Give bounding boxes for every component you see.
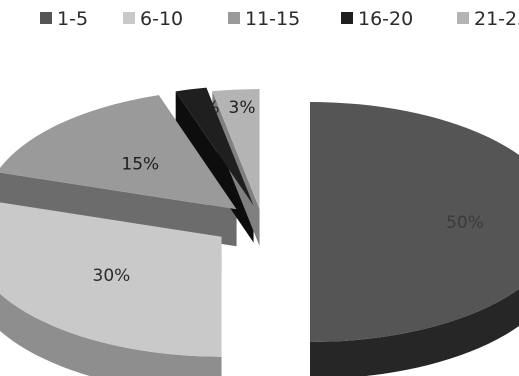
slice-16-20 xyxy=(175,87,254,206)
data-labels: 50% 30% 15% 2% 3% xyxy=(93,98,484,286)
legend-swatch-21-25 xyxy=(457,12,469,24)
slice-6-10 xyxy=(0,202,222,357)
legend-label-1-5: 1-5 xyxy=(57,8,88,30)
legend-label-21-25: 21-25 xyxy=(474,8,519,30)
legend-swatch-1-5 xyxy=(40,12,52,24)
data-label-1-5: 50% xyxy=(446,213,484,233)
legend-swatch-16-20 xyxy=(341,12,353,24)
slice-wall-1-5 xyxy=(310,288,519,376)
legend-swatch-6-10 xyxy=(123,12,135,24)
data-label-11-15: 15% xyxy=(121,154,159,174)
slice-cut-11-15-0 xyxy=(0,172,237,247)
data-label-21-25: 3% xyxy=(229,98,256,118)
data-label-16-20: 2% xyxy=(193,98,220,118)
slice-cut-16-20-0 xyxy=(175,91,254,243)
legend-label-6-10: 6-10 xyxy=(140,8,183,30)
slice-11-15 xyxy=(0,95,237,210)
slice-1-5 xyxy=(310,102,519,342)
legend-label-11-15: 11-15 xyxy=(245,8,300,30)
chart-legend: 1-5 6-10 11-15 16-20 21-25 xyxy=(40,8,519,30)
data-label-6-10: 30% xyxy=(93,266,131,286)
pie-slices xyxy=(0,87,519,376)
slice-21-25 xyxy=(212,89,260,210)
legend-label-16-20: 16-20 xyxy=(358,8,413,30)
slice-wall-6-10 xyxy=(0,293,222,376)
legend-swatch-11-15 xyxy=(228,12,240,24)
